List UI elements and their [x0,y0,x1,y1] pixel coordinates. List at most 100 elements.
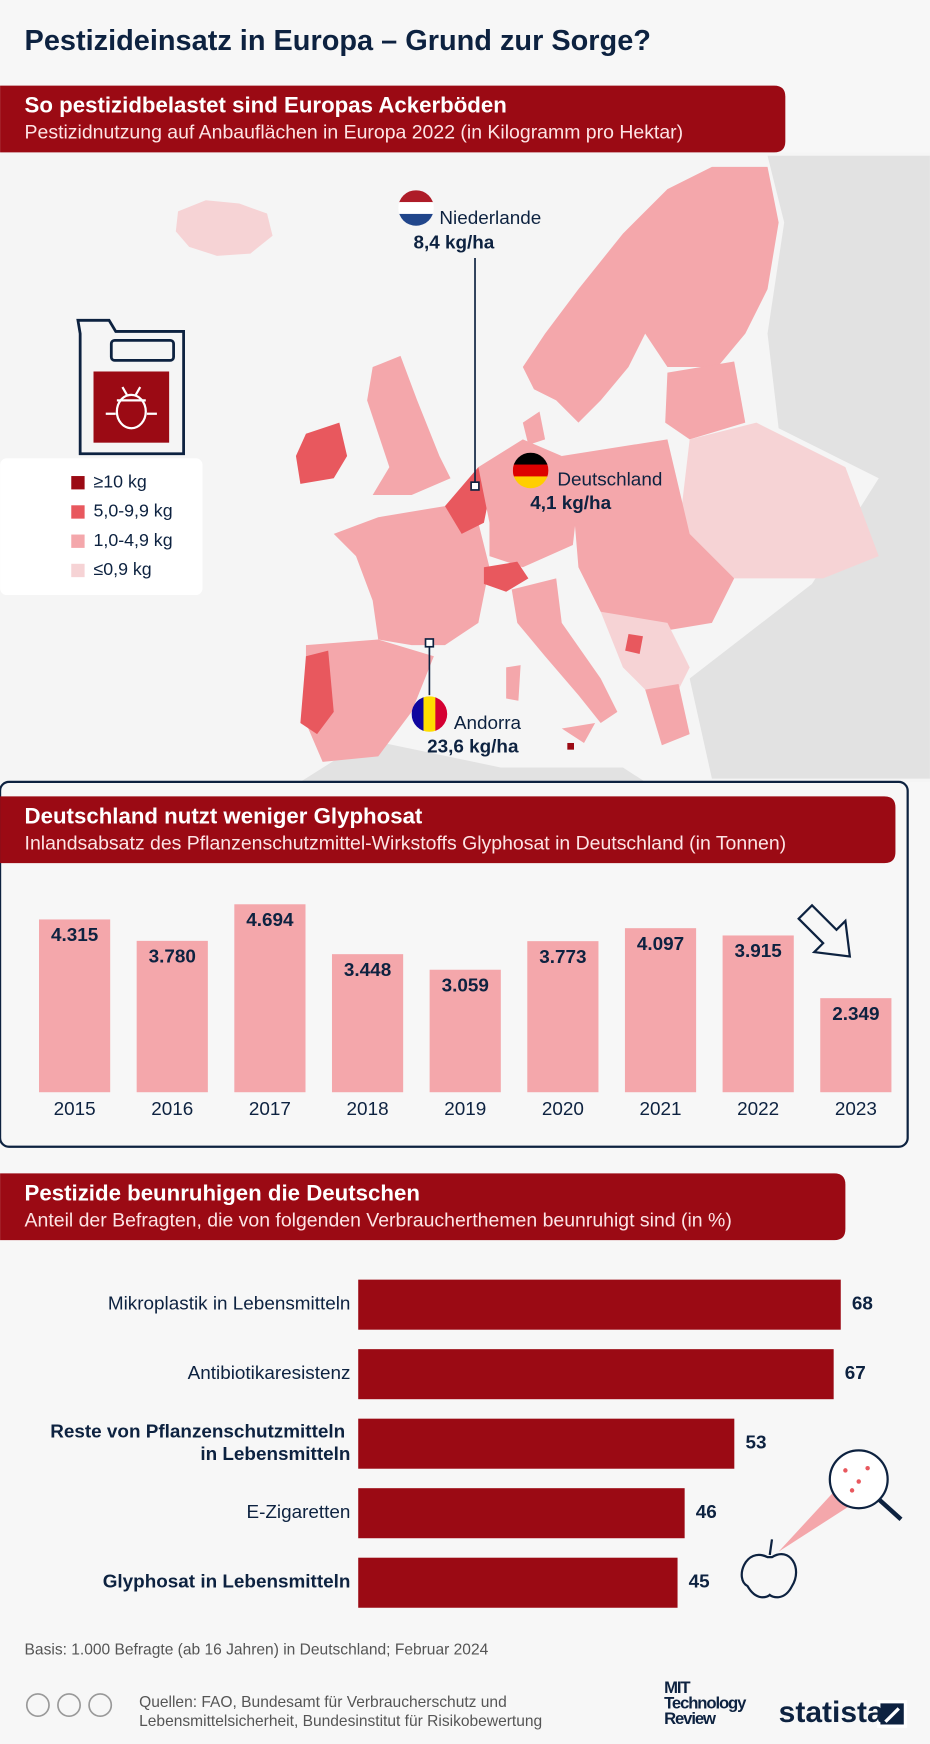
statista-mark [877,1700,908,1728]
country [665,361,746,440]
callout-name: Deutschland [557,469,662,490]
bar [358,1349,834,1400]
brand-logo: statista [779,1696,884,1729]
country [511,578,618,723]
sources: Quellen: FAO, Bundesamt für Verbrauchers… [139,1694,507,1711]
value-label: 67 [845,1363,866,1384]
basis-note: Basis: 1.000 Befragte (ab 16 Jahren) in … [25,1642,489,1659]
bar [234,904,306,1093]
category-label: Mikroplastik in Lebensmitteln [108,1294,351,1315]
bar [722,935,794,1093]
value-label: 3.780 [149,947,196,968]
sources: Lebensmittelsicherheit, Bundesinstitut f… [139,1713,542,1730]
chart-title: Pestizide beunruhigen die Deutschen [25,1180,420,1205]
label-line: in Lebensmitteln [200,1444,350,1465]
chart-subtitle: Inlandsabsatz des Pflanzenschutzmittel-W… [25,832,787,854]
map [0,152,930,782]
chart-subtitle: Pestizidnutzung auf Anbauflächen in Euro… [25,122,684,144]
license-icons [25,1693,113,1718]
banner [0,85,786,153]
flag-stripe [512,476,549,489]
legend-swatch [71,505,85,519]
country [625,633,643,654]
bar [331,954,404,1093]
mit-logo: MIT [664,1678,690,1697]
callout-marker [424,638,435,648]
category-label: Antibiotikaresistenz [188,1363,351,1384]
callout-name: Andorra [454,713,522,734]
country [300,650,334,735]
x-tick-label: 2019 [444,1099,486,1120]
callout-value: 8,4 kg/ha [413,233,494,254]
value-label: 3.915 [735,941,782,962]
callout-value: 23,6 kg/ha [427,736,519,757]
flag-stripe [512,452,549,466]
legend-swatch [71,563,85,578]
flag [411,696,448,732]
bar [429,969,501,1093]
value-label: 3.448 [344,960,391,981]
bar-panel [0,780,909,1148]
value-label: 3.059 [442,975,489,996]
country [645,684,690,746]
value-label: 53 [745,1433,766,1454]
bar [358,1557,678,1608]
flag-stripe [398,202,434,215]
country [522,411,546,445]
x-tick-label: 2015 [54,1099,96,1120]
flag [398,190,434,226]
chart-title: Deutschland nutzt weniger Glyphosat [25,803,423,828]
legend-label: 1,0-4,9 kg [94,530,173,550]
x-tick-label: 2023 [835,1099,877,1120]
bar [624,928,697,1093]
flag-stripe [398,190,434,203]
country [522,166,779,423]
bar [527,941,599,1093]
non-eu-land [300,739,646,782]
country [678,422,879,579]
banner [0,796,896,864]
country [305,639,434,762]
bar [136,940,208,1093]
bar [820,998,892,1093]
legend-box [0,458,203,596]
value-label: 2.349 [832,1004,879,1025]
value-label: 3.773 [539,947,586,968]
jerrycan-icon [76,318,185,456]
value-label: 4.097 [637,934,684,955]
country [295,422,348,484]
country [483,561,529,592]
callout-name: Niederlande [439,208,541,229]
mit-logo: Technology [664,1693,747,1712]
country [478,439,579,568]
country [175,200,273,256]
flag-stripe [398,213,434,226]
value-label: 4.694 [246,910,294,931]
legend-label: 5,0-9,9 kg [94,501,173,521]
country [567,742,574,750]
x-tick-label: 2020 [542,1099,584,1120]
category-label: E-Zigaretten [246,1502,350,1523]
mit-logo: Review [664,1709,716,1728]
bar [39,919,111,1093]
non-eu-land [689,155,930,779]
country [333,506,490,646]
country [561,439,735,634]
chart-subtitle: Anteil der Befragten, die von folgenden … [25,1209,732,1231]
legend-swatch [71,534,85,548]
value-label: 45 [689,1572,710,1593]
value-label: 68 [852,1294,873,1315]
callout-marker [470,481,480,491]
value-label: 4.315 [51,925,98,946]
country [506,665,521,701]
banner [0,1173,846,1241]
chart-title: So pestizidbelastet sind Europas Ackerbö… [25,93,507,118]
value-label: 46 [696,1502,717,1523]
bar [358,1488,685,1539]
category-label: Glyphosat in Lebensmitteln [103,1572,351,1593]
country [367,355,451,495]
bar [358,1418,735,1469]
